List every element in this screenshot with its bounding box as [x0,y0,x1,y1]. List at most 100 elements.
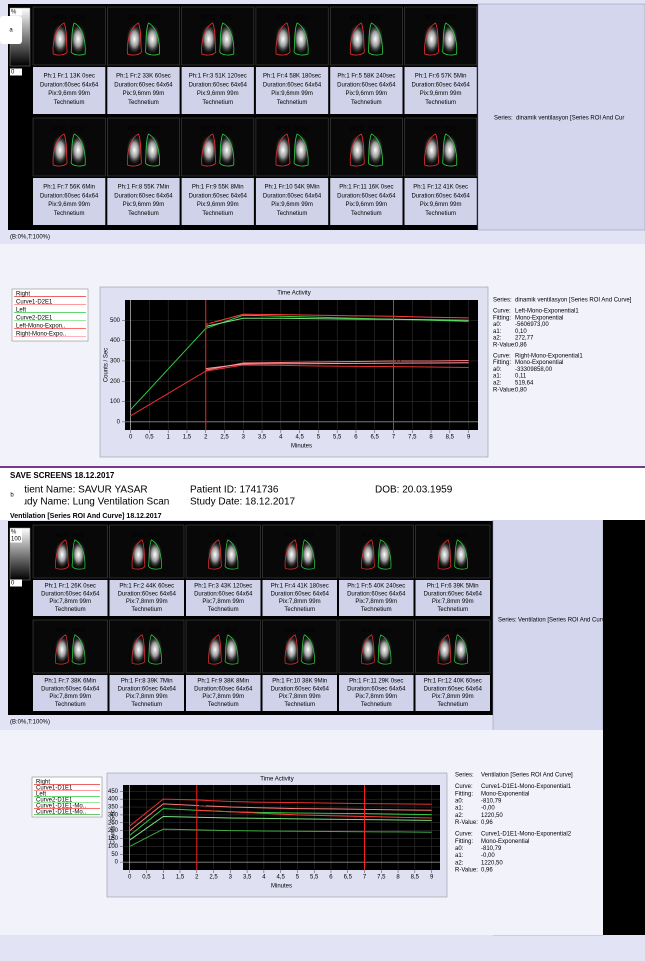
info-key: Fitting: [493,360,511,366]
roi-label: ROI1 [425,16,440,22]
x-tick-label: 0 [128,875,132,881]
lung-activity [349,24,366,54]
lung-activity [131,635,146,664]
frame-caption: Technetium [128,211,159,217]
lung-activity [207,635,223,664]
x-tick-label: 8,5 [446,435,455,441]
info-key: Curve: [493,308,511,314]
frame-caption: Ph:1 Fr:1 13K 0sec [43,74,94,80]
frame-caption-bg [415,675,490,711]
roi-label: ROI1 [202,127,217,133]
lung-activity [423,135,440,165]
lung-activity [275,135,292,165]
roi-outline [52,22,68,56]
thumbnail [32,6,106,66]
frame-caption-bg [330,67,403,114]
x-tick-label: 8 [429,435,433,441]
roi-label: ROI2 [302,628,315,634]
lung-activity [300,540,316,569]
info-key: Curve: [455,784,473,790]
x-axis-label: Minutes [291,444,312,450]
study-date: Study Date: 18.12.2017 [190,497,296,508]
lung-image: ROI1 ROI2 [126,16,161,56]
roi-outline [126,22,142,56]
colorbar-label-bg [10,528,22,536]
frame-caption-bg [109,580,184,616]
roi-outline [349,22,365,56]
roi-outline [224,539,239,570]
legend-label: Right [16,292,30,298]
patient-name: Patient Name: SAVUR YASAR [12,485,148,496]
info-key: a0: [455,846,464,852]
frame-caption: Ph:1 Fr:4 41K 180sec [271,584,329,590]
info-value: Left-Mono-Exponential1 [515,308,579,314]
lung-image: ROI1 ROI2 [437,628,469,665]
thumbnail [338,619,414,674]
lung-activity [224,635,239,664]
roi-outline [437,634,452,665]
x-tick-label: 6,5 [344,875,353,881]
frame-caption: Pix:9,6mm 99m [123,91,165,97]
frame-caption: Technetium [131,607,162,613]
frame-caption: Pix:9,6mm 99m [197,91,239,97]
lung-activity [52,24,69,54]
frame-caption: Technetium [55,607,86,613]
info-value: 1220,50 [481,860,503,866]
roi-label: ROI2 [378,628,391,634]
x-tick-label: 8,5 [411,875,420,881]
frame-caption-bg [181,67,254,114]
thumbnail [32,619,108,674]
frame-caption: Ph:1 Fr:3 51K 120sec [189,74,247,80]
frame-caption: Duration:60sec 64x64 [40,193,99,199]
info-key: Series: [455,773,474,779]
roi-label: ROI1 [56,628,69,634]
roi-outline [301,539,315,570]
x-tick-label: 6,5 [371,435,380,441]
x-tick-label: 1,5 [183,435,192,441]
colorbar-label: % [11,530,17,536]
side-series-key: Series: [494,116,513,122]
frame-caption: Technetium [425,100,456,106]
curve [196,809,432,819]
lung-image: ROI1 ROI2 [54,628,86,665]
info-value: -0,00 [481,806,495,812]
info-value: 0,96 [481,868,493,874]
lung-image: ROI1 ROI2 [200,16,235,56]
roi-label: ROI2 [294,127,309,133]
frame-caption-bg [109,675,184,711]
x-tick-label: 7,5 [408,435,417,441]
series-title: Ventilation [Series ROI And Curve] 18.12… [10,513,162,520]
y-tick-label: 100 [110,399,121,405]
colorbar-label: 0 [11,70,15,76]
x-tick-label: 0 [129,435,133,441]
roi-outline [52,133,68,167]
info-key: Fitting: [455,791,473,797]
lung-activity [144,24,161,54]
frame-caption: Duration:60sec 64x64 [194,591,253,597]
frame-caption: Ph:1 Fr:2 33K 60sec [116,74,171,80]
frame-caption-bg [107,178,180,225]
x-tick-label: 0,5 [145,435,154,441]
curve [129,798,432,827]
dob: DOB: 20.03.1959 [375,485,453,496]
frame-caption: Technetium [277,211,308,217]
info-value: Mono-Exponential [481,791,529,797]
frame-caption: Technetium [208,607,239,613]
x-tick-label: 4 [262,875,266,881]
frame-caption: Pix:7,8mm 99m [49,694,91,700]
legend-label: Curve1-D1E1-Mo.. [36,810,86,816]
roi-label: ROI1 [276,127,291,133]
roi-outline [349,133,365,167]
y-tick-label: 150 [108,836,119,842]
thumbnail [262,619,338,674]
lung-activity [275,24,292,54]
chart-title: Time Activity [260,777,293,783]
frame-caption: Pix:7,8mm 99m [279,599,321,605]
info-value: -5606973,00 [515,322,549,328]
x-axis-label: Minutes [271,884,292,890]
panel-label-bg [0,16,22,44]
roi-outline [71,539,86,570]
legend-label: Right [36,780,50,786]
y-tick-label: 350 [108,805,119,811]
thumbnail [404,117,478,177]
